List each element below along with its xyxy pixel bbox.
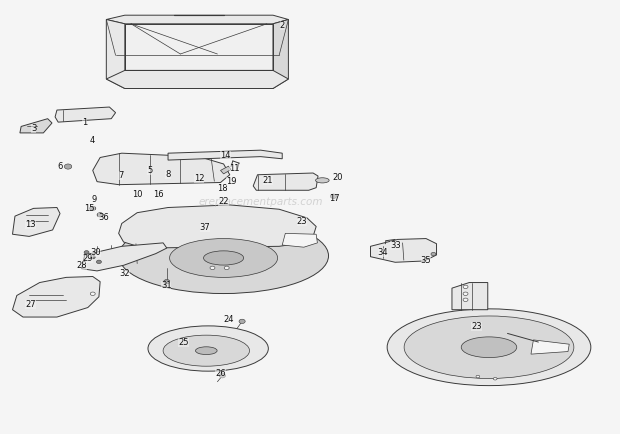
Circle shape xyxy=(239,319,245,323)
Ellipse shape xyxy=(316,178,329,183)
Text: 3: 3 xyxy=(31,124,36,133)
Circle shape xyxy=(84,251,89,254)
Text: 4: 4 xyxy=(90,136,95,145)
Circle shape xyxy=(476,375,480,378)
Text: 27: 27 xyxy=(25,300,36,309)
Text: 14: 14 xyxy=(220,151,231,160)
Text: 25: 25 xyxy=(178,339,188,347)
Circle shape xyxy=(64,164,72,169)
Text: 30: 30 xyxy=(91,248,101,257)
Ellipse shape xyxy=(461,337,516,358)
Polygon shape xyxy=(12,276,100,317)
Polygon shape xyxy=(106,15,288,24)
Text: 33: 33 xyxy=(390,240,401,250)
Text: 34: 34 xyxy=(378,248,388,257)
Text: 19: 19 xyxy=(226,177,236,186)
Text: 1: 1 xyxy=(82,118,87,127)
Circle shape xyxy=(219,374,226,378)
Text: 37: 37 xyxy=(200,223,210,232)
Text: 22: 22 xyxy=(218,197,229,206)
Ellipse shape xyxy=(203,251,244,265)
Polygon shape xyxy=(93,153,230,184)
Polygon shape xyxy=(273,20,288,89)
Ellipse shape xyxy=(163,335,249,366)
Circle shape xyxy=(90,206,96,210)
Text: 17: 17 xyxy=(329,194,340,203)
Polygon shape xyxy=(55,107,115,122)
Text: 2: 2 xyxy=(280,20,285,30)
Ellipse shape xyxy=(148,326,268,371)
Text: 20: 20 xyxy=(332,173,343,182)
Polygon shape xyxy=(125,24,273,89)
Polygon shape xyxy=(106,20,125,89)
Circle shape xyxy=(431,252,436,256)
Polygon shape xyxy=(12,207,60,237)
Circle shape xyxy=(463,298,468,302)
Text: 13: 13 xyxy=(25,220,36,229)
Text: 5: 5 xyxy=(147,166,152,175)
Text: 24: 24 xyxy=(223,315,234,324)
Circle shape xyxy=(91,292,95,296)
Circle shape xyxy=(210,266,215,270)
Text: 28: 28 xyxy=(76,261,87,270)
Polygon shape xyxy=(82,243,167,271)
Text: 18: 18 xyxy=(217,184,228,193)
Circle shape xyxy=(91,255,95,259)
Text: 32: 32 xyxy=(120,269,130,278)
Ellipse shape xyxy=(404,316,574,378)
Circle shape xyxy=(330,194,337,198)
Polygon shape xyxy=(282,233,317,247)
Text: 21: 21 xyxy=(263,176,273,185)
Circle shape xyxy=(463,285,468,289)
Circle shape xyxy=(463,292,468,296)
Polygon shape xyxy=(371,239,436,262)
Polygon shape xyxy=(118,205,316,248)
Text: 31: 31 xyxy=(161,282,172,290)
Text: 12: 12 xyxy=(193,174,204,183)
Text: 23: 23 xyxy=(471,322,482,332)
Text: 26: 26 xyxy=(215,368,226,378)
Ellipse shape xyxy=(387,309,591,385)
Polygon shape xyxy=(221,166,231,174)
Circle shape xyxy=(224,266,229,270)
Text: 7: 7 xyxy=(118,171,123,180)
Text: 6: 6 xyxy=(57,161,63,171)
Polygon shape xyxy=(531,340,569,354)
Text: 8: 8 xyxy=(166,170,171,179)
Text: 11: 11 xyxy=(229,164,240,173)
Ellipse shape xyxy=(170,239,278,277)
Text: 23: 23 xyxy=(296,217,308,226)
Text: ereplacementparts.com: ereplacementparts.com xyxy=(198,197,323,207)
Text: 15: 15 xyxy=(84,204,95,213)
Text: 10: 10 xyxy=(132,190,143,199)
Text: 36: 36 xyxy=(98,214,108,222)
Polygon shape xyxy=(106,70,288,89)
Text: 29: 29 xyxy=(82,254,93,263)
Ellipse shape xyxy=(118,218,329,293)
Text: 9: 9 xyxy=(91,195,97,204)
Circle shape xyxy=(494,378,497,380)
Text: 35: 35 xyxy=(421,256,432,265)
Polygon shape xyxy=(168,150,282,160)
Circle shape xyxy=(97,260,102,263)
Text: 16: 16 xyxy=(154,190,164,199)
Polygon shape xyxy=(452,283,488,310)
Circle shape xyxy=(97,213,104,217)
Ellipse shape xyxy=(195,347,217,355)
Polygon shape xyxy=(253,173,318,190)
Circle shape xyxy=(164,279,170,284)
Polygon shape xyxy=(20,118,52,133)
